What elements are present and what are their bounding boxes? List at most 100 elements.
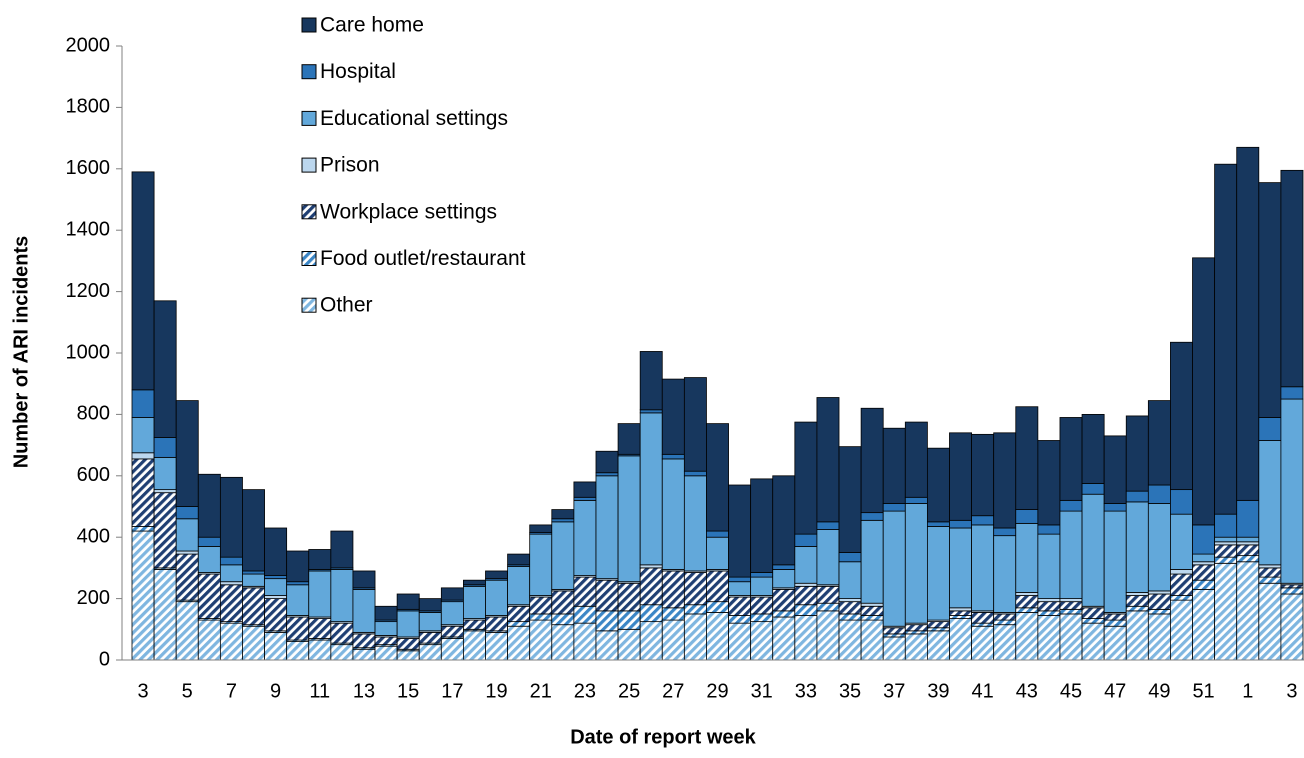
x-tick-label: 23	[574, 680, 596, 702]
bar-segment	[1258, 576, 1282, 584]
bar-segment	[551, 518, 575, 523]
bar-segment	[993, 619, 1017, 626]
bar-segment	[308, 549, 332, 570]
bar-segment	[1214, 513, 1238, 538]
bar-segment	[153, 569, 177, 661]
bar-segment	[772, 588, 796, 612]
bar-segment	[131, 526, 155, 532]
bar-segment	[728, 484, 752, 578]
bar-segment	[728, 596, 752, 616]
bar-segment	[551, 613, 575, 626]
bar-segment	[352, 588, 376, 633]
y-tick-label: 1400	[66, 218, 111, 240]
bar-segment	[1147, 484, 1171, 504]
bar-segment	[551, 521, 575, 590]
bar-segment	[219, 584, 243, 623]
bar-segment	[1170, 573, 1193, 596]
bar-segment	[507, 553, 531, 566]
y-tick-label: 1000	[66, 341, 111, 363]
bar-segment	[1037, 601, 1061, 612]
bar-segment	[838, 601, 862, 615]
bar-segment	[1125, 415, 1149, 492]
plot-area	[131, 146, 1304, 661]
bar-segment	[838, 561, 862, 600]
bar-segment	[1258, 567, 1282, 578]
bar-segment	[1192, 553, 1216, 563]
bar-segment	[595, 450, 619, 474]
y-tick-label: 400	[77, 525, 110, 547]
bar-segment	[1236, 536, 1260, 543]
legend-label: Other	[320, 294, 373, 317]
legend-swatch	[301, 64, 317, 80]
bar-segment	[595, 610, 619, 632]
bar-segment	[816, 602, 840, 612]
bar-segment	[1170, 513, 1193, 570]
legend-swatch	[301, 17, 317, 33]
bar-segment	[573, 576, 597, 607]
bar-segment	[904, 503, 928, 624]
bar-segment	[264, 631, 288, 661]
bar-segment	[197, 619, 221, 661]
bar-segment	[1015, 612, 1039, 661]
bar-segment	[264, 578, 288, 596]
bar-segment	[1125, 592, 1149, 596]
bar-segment	[463, 585, 486, 619]
bar-segment	[396, 593, 420, 610]
bar-segment	[197, 573, 221, 619]
y-tick-label: 1800	[66, 96, 111, 118]
bar-segment	[485, 631, 509, 661]
bar-segment	[529, 596, 553, 615]
bar-segment	[463, 579, 486, 586]
bar-segment	[683, 572, 707, 606]
bar-segment	[396, 650, 420, 661]
bar-segment	[175, 400, 199, 507]
bar-segment	[286, 616, 310, 641]
bar-segment	[1103, 435, 1127, 504]
bar-segment	[661, 570, 685, 609]
bar-segment	[1081, 493, 1105, 607]
bar-segment	[971, 433, 995, 517]
bar-segment	[1236, 499, 1260, 538]
bar-segment	[1170, 599, 1193, 661]
bar-segment	[971, 612, 995, 624]
bar-segment	[639, 567, 663, 606]
bar-segment	[418, 612, 442, 632]
bar-segment	[617, 582, 641, 612]
x-tick-label: 25	[618, 680, 640, 702]
bar-segment	[485, 570, 509, 580]
bar-segment	[242, 625, 265, 661]
bar-segment	[1081, 413, 1105, 484]
bar-segment	[860, 512, 884, 521]
bar-segment	[1170, 489, 1193, 515]
bar-segment	[440, 587, 464, 601]
bar-segment	[750, 576, 774, 596]
legend-label: Educational settings	[320, 107, 508, 130]
bar-segment	[396, 638, 420, 650]
bar-segment	[219, 476, 243, 558]
bar-segment	[1258, 582, 1282, 661]
x-tick-label: 3	[1286, 680, 1297, 702]
bar-segment	[485, 616, 509, 632]
bar-segment	[816, 610, 840, 661]
y-tick-label: 1600	[66, 157, 111, 179]
bar-segment	[153, 300, 177, 438]
bar-segment	[1192, 524, 1216, 555]
bar-segment	[1236, 561, 1260, 661]
x-tick-label: 21	[530, 680, 552, 702]
bar-segment	[794, 604, 818, 616]
bar-segment	[1015, 406, 1039, 510]
x-tick-label: 17	[441, 680, 463, 702]
bar-segment	[882, 427, 906, 504]
bar-segment	[1081, 607, 1105, 619]
bar-segment	[1103, 503, 1127, 512]
bar-segment	[1147, 608, 1171, 615]
bar-segment	[904, 630, 928, 635]
bar-segment	[926, 521, 950, 527]
bar-segment	[595, 630, 619, 661]
bar-segment	[1059, 510, 1083, 600]
bar-segment	[816, 521, 840, 530]
y-tick-label: 600	[77, 464, 110, 486]
bar-segment	[440, 638, 464, 661]
x-tick-label: 37	[883, 680, 905, 702]
